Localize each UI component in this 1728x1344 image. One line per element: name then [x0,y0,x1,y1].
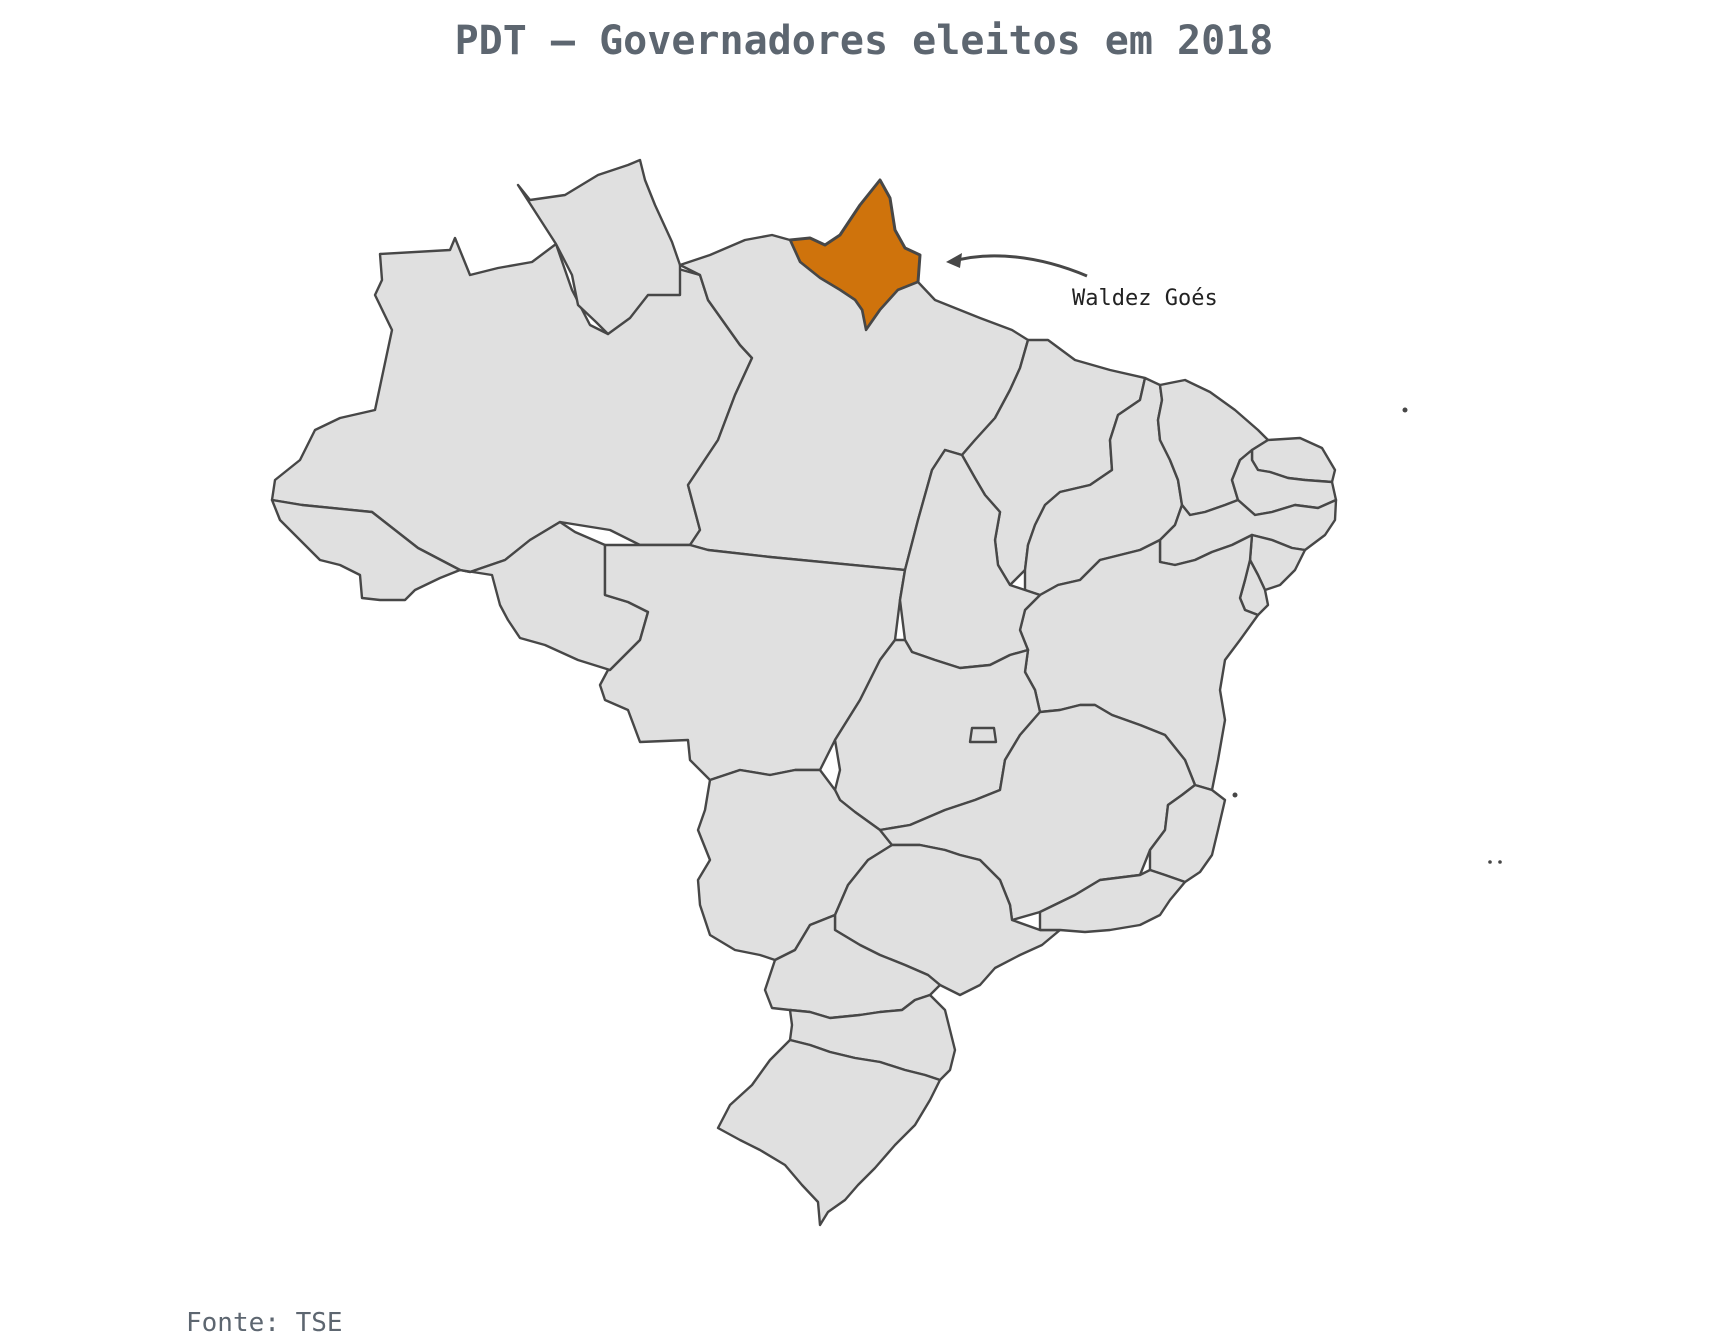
island-fernando-de-noronha [1402,407,1408,413]
state-RJ [1038,868,1187,934]
state-DF [968,726,998,744]
island-abrolhos [1232,792,1238,798]
map-title: PDT – Governadores eleitos em 2018 [454,18,1274,64]
state-RS [716,1038,942,1227]
source-note: Fonte: TSE [186,1308,343,1338]
annotation-arrow [949,254,1088,278]
annotation-arrowhead [946,253,962,268]
state-AC [270,498,462,602]
island-trindade [1488,860,1492,864]
annotation-label: Waldez Goés [1072,286,1218,311]
island-martim-vaz [1498,860,1502,864]
